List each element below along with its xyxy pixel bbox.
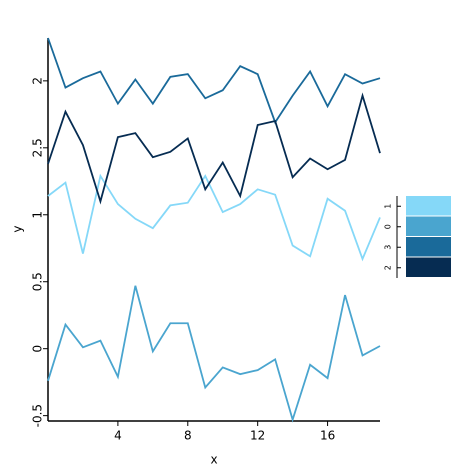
legend-label: 1: [384, 204, 393, 209]
x-tick-label: 16: [320, 429, 335, 443]
legend-label: 2: [384, 265, 393, 270]
legend-swatch: [406, 196, 451, 216]
series-line: [47, 285, 381, 423]
series-line: [47, 92, 381, 205]
y-axis-label: y: [11, 225, 25, 232]
y-tick-label: 0.5: [31, 272, 45, 291]
y-tick-label: 0: [31, 345, 45, 353]
x-axis-label: x: [210, 453, 217, 467]
y-tick-label: 2: [31, 77, 45, 85]
legend-swatch: [406, 257, 451, 277]
y-tick-label: 2.5: [31, 138, 45, 157]
y-tick-label: 1: [31, 211, 45, 219]
legend-swatch: [406, 237, 451, 257]
series-line: [47, 37, 381, 125]
legend-label: 0: [384, 224, 393, 229]
x-tick-label: 8: [184, 429, 192, 443]
series-line: [47, 173, 381, 262]
legend-label: 3: [384, 245, 393, 250]
x-tick-label: 4: [114, 429, 122, 443]
x-tick-label: 12: [250, 429, 265, 443]
legend-swatch: [406, 216, 451, 236]
y-tick-label: -0.5: [31, 404, 45, 427]
